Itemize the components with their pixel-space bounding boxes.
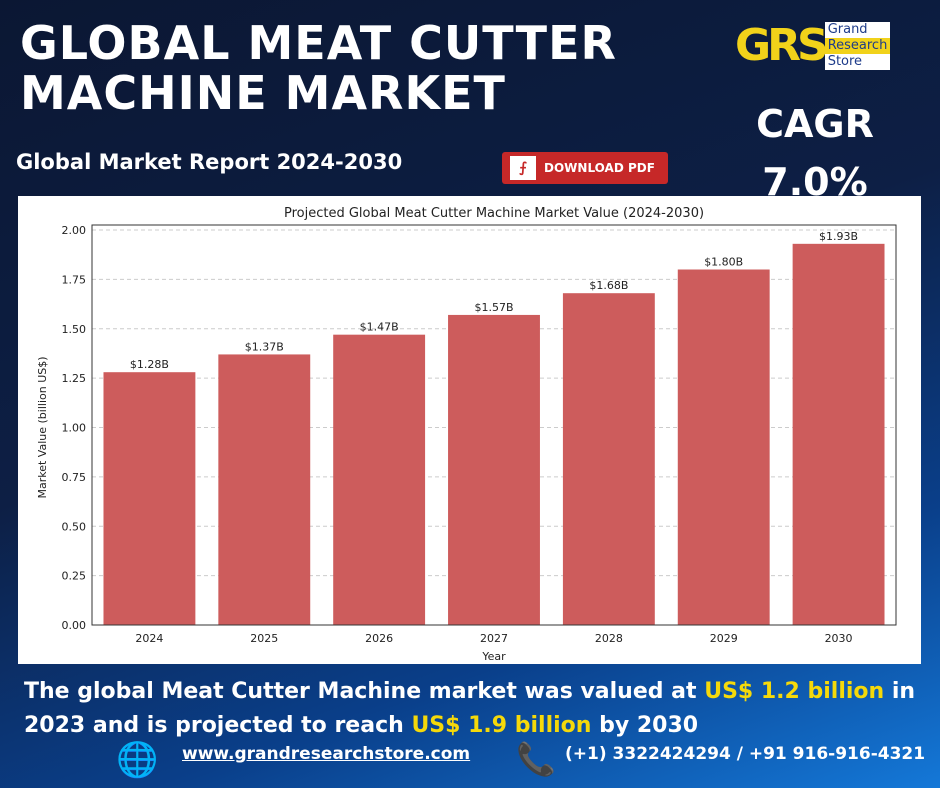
desc-text: by 2030 — [591, 713, 699, 738]
bar — [677, 269, 770, 625]
data-label: $1.93B — [819, 230, 858, 243]
x-tick-label: 2024 — [135, 632, 163, 645]
phone-icon: 📞 — [516, 740, 556, 778]
y-axis-label: Market Value (billion US$) — [36, 356, 49, 498]
desc-text: The global Meat Cutter Machine market wa… — [24, 679, 705, 704]
data-label: $1.28B — [130, 358, 169, 371]
chart-title: Projected Global Meat Cutter Machine Mar… — [284, 206, 704, 221]
y-tick-label: 1.75 — [62, 273, 87, 286]
x-tick-label: 2030 — [825, 632, 853, 645]
x-tick-label: 2029 — [710, 632, 738, 645]
logo-mark: GRS — [735, 20, 829, 71]
data-label: $1.57B — [474, 301, 513, 314]
download-pdf-button[interactable]: ⨍ DOWNLOAD PDF — [502, 152, 668, 184]
y-tick-label: 0.50 — [62, 520, 87, 533]
bar — [218, 354, 311, 625]
data-label: $1.37B — [245, 340, 284, 353]
y-tick-label: 1.00 — [62, 422, 87, 435]
title-line-2: MACHINE MARKET — [20, 66, 506, 120]
data-label: $1.68B — [589, 279, 628, 292]
y-tick-label: 0.25 — [62, 570, 87, 583]
desc-highlight: US$ 1.2 billion — [704, 679, 885, 704]
y-tick-label: 1.50 — [62, 323, 87, 336]
logo-line: Store — [824, 53, 891, 70]
chart-panel: 0.00 0.25 0.50 0.75 1.00 1.25 1.50 1.75 2.00 $1.2… — [18, 196, 921, 664]
phone-number: (+1) 3322424294 / +91 916-916-4321 — [565, 744, 926, 764]
y-tick-label: 0.75 — [62, 471, 87, 484]
data-label: $1.47B — [360, 321, 399, 334]
data-label: $1.80B — [704, 256, 743, 269]
bar — [103, 372, 196, 625]
desc-highlight: US$ 1.9 billion — [411, 713, 592, 738]
x-axis-label: Year — [481, 650, 506, 663]
y-tick-label: 0.00 — [62, 619, 87, 632]
cagr-label: CAGR — [756, 102, 874, 146]
logo: GRS Grand Research Store — [735, 20, 891, 71]
x-tick-label: 2027 — [480, 632, 508, 645]
x-tick-label: 2028 — [595, 632, 623, 645]
subtitle: Global Market Report 2024-2030 — [16, 150, 403, 174]
desc-text: in 2023 and is projected to reach — [24, 679, 916, 738]
bar — [792, 243, 885, 625]
cagr-block: CAGR 7.0% — [740, 95, 890, 211]
title-line-1: GLOBAL MEAT CUTTER — [20, 16, 617, 70]
y-tick-label: 2.00 — [62, 224, 87, 237]
website-link[interactable]: www.grandresearchstore.com — [182, 744, 471, 764]
pdf-icon: ⨍ — [510, 156, 536, 180]
logo-line: Research — [824, 37, 891, 54]
y-tick-label: 1.25 — [62, 372, 87, 385]
bar — [448, 314, 540, 625]
x-tick-label: 2026 — [365, 632, 393, 645]
bar — [333, 334, 426, 625]
plot-frame — [91, 224, 897, 626]
globe-icon: 🌐 — [116, 740, 159, 780]
page-title: GLOBAL MEAT CUTTER MACHINE MARKET — [20, 18, 617, 118]
bar-chart: 0.00 0.25 0.50 0.75 1.00 1.25 1.50 1.75 2.00 $1.2… — [36, 206, 897, 663]
logo-line: Grand — [824, 21, 891, 38]
bar — [562, 293, 655, 625]
download-label: DOWNLOAD PDF — [544, 161, 655, 175]
x-tick-label: 2025 — [250, 632, 278, 645]
description: The global Meat Cutter Machine market wa… — [24, 675, 924, 743]
